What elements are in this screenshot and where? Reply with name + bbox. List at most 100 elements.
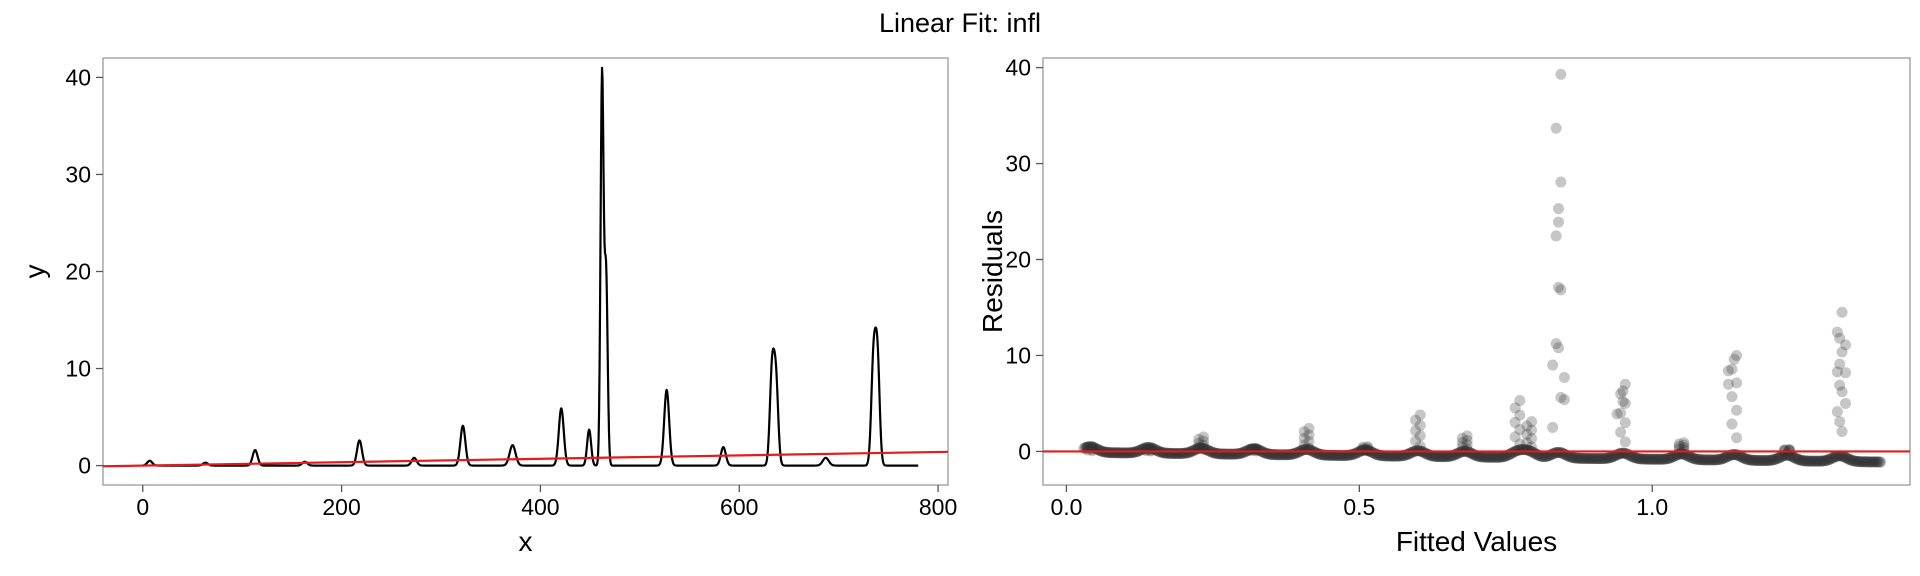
residual-point [1627,451,1639,463]
residual-point [1763,454,1775,466]
residual-point [1323,449,1335,461]
residual-point [1085,441,1097,453]
residual-point [1797,455,1809,467]
residual-point [1134,444,1146,456]
residual-point [1145,444,1157,456]
residual-point [1543,450,1555,462]
residual-point [1836,306,1848,318]
residual-point [1755,455,1767,467]
residual-point [1555,284,1567,296]
residual-point [1568,452,1580,464]
residual-point [1335,449,1347,461]
residual-point [1788,451,1800,463]
residual-point [1709,454,1721,466]
residual-point [1851,455,1863,467]
residual-point [1783,444,1795,456]
residual-point [1669,450,1681,462]
right-y-tick-label: 30 [1005,151,1031,177]
residual-point [1492,451,1504,463]
residual-point [1796,454,1808,466]
residual-point [1461,430,1473,442]
right-x-tick-label: 0.0 [1050,494,1082,520]
residual-point [1561,449,1573,461]
residual-point [1437,451,1449,463]
residual-point [1832,450,1844,462]
residual-point [1619,436,1631,448]
residual-point [1778,450,1790,462]
residual-point [1826,452,1838,464]
residual-point [1602,452,1614,464]
residual-point [1656,453,1668,465]
residual-point [1579,452,1590,464]
residual-point [1712,454,1724,466]
left-y-axis-label: y [19,265,50,279]
residual-point [1617,385,1629,397]
residual-point [1688,452,1700,464]
residual-point [1327,449,1339,461]
left-y-tick-label: 30 [65,161,91,187]
residual-point [1849,455,1861,467]
residual-point [1509,416,1521,428]
residual-point [1798,455,1810,467]
residual-point [1209,447,1221,459]
residual-point [1869,456,1881,468]
residual-point [1806,455,1818,467]
residual-point [1852,456,1864,468]
residual-point [1853,456,1865,468]
residual-point [1665,451,1677,463]
residual-point [1770,453,1781,465]
residual-point [1497,451,1509,463]
residual-point [1711,454,1723,466]
residual-point [1521,444,1533,456]
residual-point [1572,452,1584,464]
residual-point [1565,451,1577,463]
residual-point [1728,353,1740,365]
right-x-axis-label: Fitted Values [1396,526,1557,557]
residual-point [1638,453,1650,465]
residual-point [1380,450,1392,462]
residual-point [1489,451,1501,463]
residual-point [1744,454,1756,466]
residual-point [1824,453,1836,465]
left-y-tick-label: 20 [65,259,91,285]
residual-point [1786,450,1798,462]
residual-point [1775,451,1787,463]
residual-point [1648,453,1660,465]
residual-point [1757,455,1769,467]
residual-point [1555,68,1567,80]
residual-point [1521,420,1533,432]
residual-point [1332,449,1344,461]
right-y-tick-label: 40 [1005,55,1031,81]
residual-point [1813,455,1825,467]
residual-point [1198,435,1210,447]
residual-point [1718,452,1730,464]
residual-point [1666,451,1678,463]
residual-point [1846,454,1858,466]
residual-point [1795,454,1807,466]
residual-point [1453,447,1465,459]
residual-point [1802,455,1814,467]
residual-point [1433,451,1445,463]
residual-point [1109,447,1121,459]
residual-point [1595,453,1607,465]
residual-point [1588,453,1600,465]
residual-point [1707,454,1719,466]
residual-point [1574,452,1586,464]
residual-point [1822,454,1834,466]
residual-point [1310,447,1322,459]
residual-point [1509,402,1521,414]
residual-point [1414,430,1426,442]
residual-point [1751,454,1763,466]
residual-point [1716,453,1728,465]
residual-point [1823,454,1835,466]
residual-point [1834,416,1846,428]
residual-point [1328,449,1340,461]
residual-point [1298,426,1310,438]
residual-point [1706,454,1718,466]
residual-point [1834,379,1846,391]
left-x-tick-label: 0 [136,494,149,520]
residual-point [1592,453,1604,465]
residual-point [1341,449,1353,461]
residual-point [1476,451,1488,463]
residual-point [1513,444,1525,456]
